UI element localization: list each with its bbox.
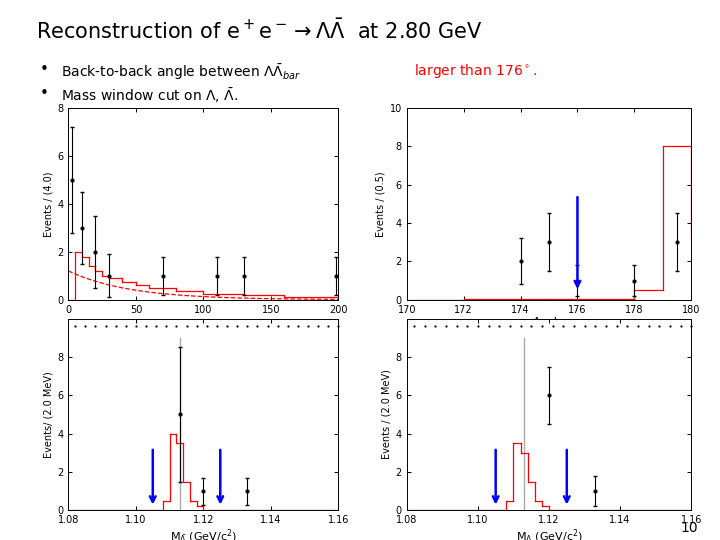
Y-axis label: Events / (4.0): Events / (4.0) <box>43 171 53 237</box>
X-axis label: Angle: Angle <box>533 318 565 327</box>
X-axis label: M$_{\Lambda}$ (GeV/c$^2$): M$_{\Lambda}$ (GeV/c$^2$) <box>516 528 582 540</box>
Y-axis label: Events / (0.5): Events / (0.5) <box>376 171 385 237</box>
Y-axis label: Events / (2.0 MeV): Events / (2.0 MeV) <box>382 369 392 460</box>
Text: larger than 176$^\circ$.: larger than 176$^\circ$. <box>414 62 537 80</box>
Text: •: • <box>40 86 48 102</box>
X-axis label: M$_{\bar{\Lambda}}$ (GeV/c$^2$): M$_{\bar{\Lambda}}$ (GeV/c$^2$) <box>170 528 237 540</box>
Text: •: • <box>40 62 48 77</box>
Text: Back-to-back angle between $\Lambda\bar{\Lambda}_{bar}$: Back-to-back angle between $\Lambda\bar{… <box>61 62 301 82</box>
X-axis label: L/L$_{err}$: L/L$_{err}$ <box>189 318 218 331</box>
Y-axis label: Events/ (2.0 MeV): Events/ (2.0 MeV) <box>43 371 53 458</box>
Text: Reconstruction of e$^+$e$^-$$\rightarrow$$\Lambda\bar{\Lambda}$  at 2.80 GeV: Reconstruction of e$^+$e$^-$$\rightarrow… <box>36 19 482 43</box>
Text: Mass window cut on $\Lambda$, $\bar{\Lambda}$.: Mass window cut on $\Lambda$, $\bar{\Lam… <box>61 86 238 105</box>
Text: 10: 10 <box>681 521 698 535</box>
